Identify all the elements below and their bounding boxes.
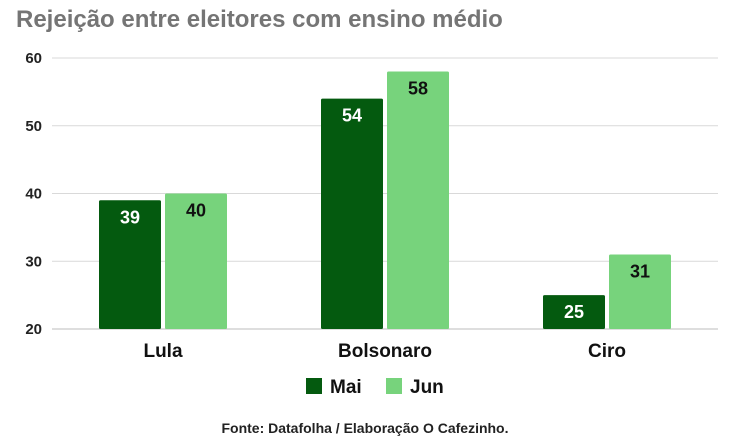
data-label: 58 (408, 79, 428, 99)
x-tick-label: Ciro (588, 341, 626, 362)
legend-label: Mai (330, 377, 362, 398)
legend: Mai Jun (306, 377, 444, 398)
y-tick-label: 40 (25, 186, 42, 203)
data-label: 31 (630, 261, 650, 281)
data-label: 39 (120, 207, 140, 227)
bar-lula-mai (99, 200, 161, 329)
x-axis-tick-labels: Lula Bolsonaro Ciro (143, 341, 626, 362)
source-note: Fonte: Datafolha / Elaboração O Cafezinh… (221, 420, 509, 436)
chart-title: Rejeição entre eleitores com ensino médi… (16, 6, 503, 33)
bar-bolsonaro-jun (387, 71, 449, 330)
y-tick-label: 20 (25, 321, 42, 338)
legend-swatch-mai (306, 378, 322, 394)
bar-lula-jun (165, 193, 227, 329)
bar-bolsonaro-mai (321, 98, 383, 330)
legend-label: Jun (410, 377, 444, 398)
y-tick-label: 60 (25, 50, 42, 67)
gridlines (52, 57, 718, 330)
x-tick-label: Lula (143, 341, 182, 362)
bar-ciro-jun (609, 254, 671, 329)
bars: 39 40 54 58 25 31 (99, 71, 671, 330)
y-tick-label: 50 (25, 118, 42, 135)
data-label: 54 (342, 106, 362, 126)
data-label: 40 (186, 201, 206, 221)
data-label: 25 (564, 302, 584, 322)
y-tick-label: 30 (25, 253, 42, 270)
bar-ciro-mai (543, 295, 605, 329)
y-axis-tick-labels: 20 30 40 50 60 (25, 50, 42, 338)
legend-swatch-jun (386, 378, 402, 394)
x-tick-label: Bolsonaro (338, 341, 432, 362)
